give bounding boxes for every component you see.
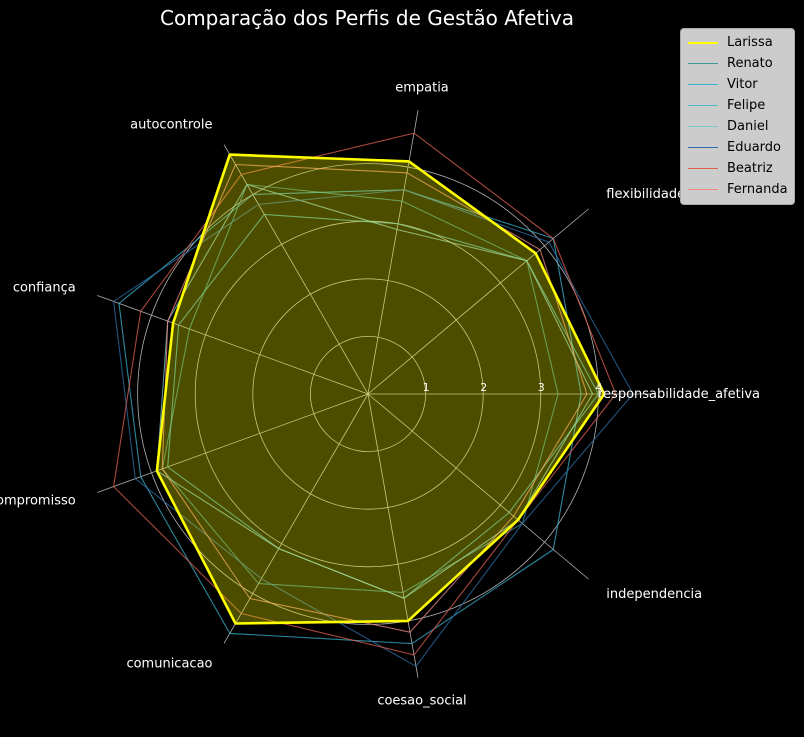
axis-spoke (97, 295, 369, 395)
axis-label: empatia (395, 81, 449, 96)
legend-label: Renato (727, 56, 773, 71)
legend-swatch (688, 147, 718, 148)
axis-spoke (367, 208, 589, 395)
legend-label: Vitor (727, 77, 758, 92)
axis-spoke (223, 393, 369, 644)
legend-item: Larissa (681, 32, 794, 53)
legend-swatch (688, 41, 718, 44)
tick-labels: 1 2 3 4 (423, 381, 603, 394)
legend-item: Daniel (681, 116, 794, 137)
axis-spoke (97, 393, 369, 493)
radar-series (113, 132, 634, 667)
legend-label: Fernanda (727, 182, 788, 197)
series-eduardo (113, 189, 634, 667)
legend: Larissa Renato Vitor Felipe Daniel Eduardo Bea… (680, 28, 795, 205)
axis-spoke (223, 144, 369, 395)
series-beatriz (113, 132, 617, 656)
legend-swatch (688, 105, 718, 106)
legend-label: Daniel (727, 119, 769, 134)
legend-swatch (688, 84, 718, 85)
legend-swatch (688, 126, 718, 127)
legend-swatch (688, 168, 718, 169)
axis-label: compromisso (0, 493, 76, 508)
legend-item: Beatriz (681, 158, 794, 179)
legend-item: Renato (681, 53, 794, 74)
tick-label: 4 (595, 381, 602, 394)
series-daniel (156, 183, 594, 599)
legend-swatch (688, 189, 718, 190)
legend-label: Larissa (727, 35, 773, 50)
axis-label: coesao_social (377, 693, 466, 708)
axis-label: independencia (606, 587, 702, 602)
axis-spoke (367, 393, 419, 678)
legend-item: Vitor (681, 74, 794, 95)
series-larissa (155, 153, 606, 625)
legend-label: Felipe (727, 98, 766, 113)
legend-label: Eduardo (727, 140, 781, 155)
legend-swatch (688, 63, 718, 64)
radar-axes (97, 110, 656, 678)
tick-label: 3 (538, 381, 545, 394)
axis-label: autocontrole (130, 118, 212, 133)
legend-item: Felipe (681, 95, 794, 116)
tick-label: 1 (423, 381, 430, 394)
axis-label: responsabilidade_afetiva (598, 387, 760, 402)
axis-spoke (367, 393, 589, 580)
series-felipe (167, 213, 599, 599)
legend-label: Beatriz (727, 161, 773, 176)
legend-item: Eduardo (681, 137, 794, 158)
legend-item: Fernanda (681, 179, 794, 200)
chart-title: Comparação dos Perfis de Gestão Afetiva (160, 6, 574, 30)
axis-label: comunicacao (126, 656, 212, 671)
axis-spoke (367, 110, 419, 395)
tick-label: 2 (480, 381, 487, 394)
axis-label: confiança (13, 281, 76, 296)
